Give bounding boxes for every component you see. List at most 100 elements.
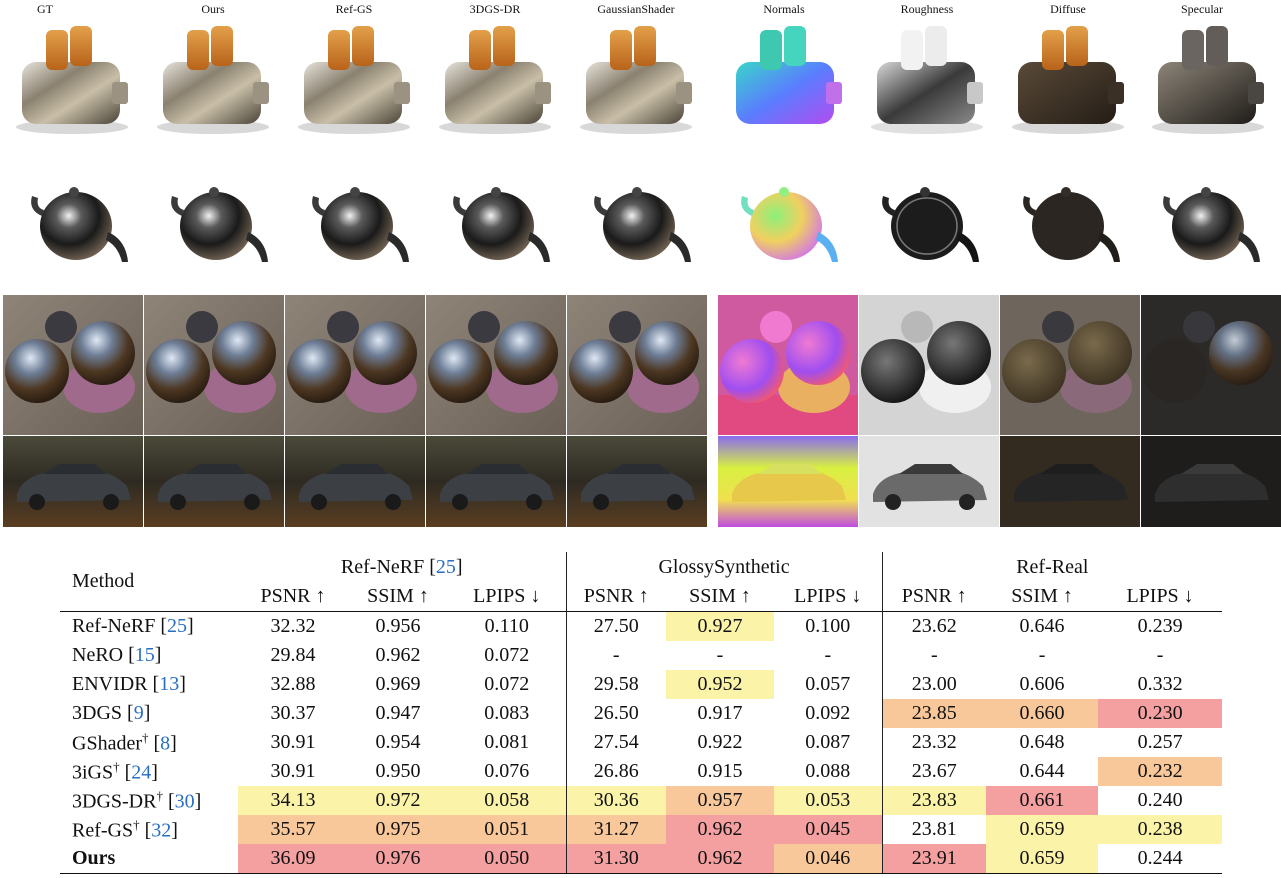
teapot-normals-image: [738, 180, 843, 270]
metric-value: 30.91: [270, 760, 316, 782]
teapot-ref-gs-image: [309, 180, 414, 270]
col-label-normals: Normals: [763, 2, 805, 16]
sedan-normals-image: [718, 436, 858, 527]
table-row: 3DGS-DR† [30] 34.13 0.972 0.058 30.36 0.957 0.…: [60, 786, 1222, 815]
table-row: 3DGS [9] 30.37 0.947 0.083 26.50 0.917 0.092 23…: [60, 699, 1223, 728]
metric-header: LPIPS ↓: [794, 585, 862, 607]
metric-value: 0.957: [666, 786, 775, 815]
metric-value: 0.110: [448, 611, 567, 641]
metric-value: 35.57: [238, 815, 348, 844]
metric-value: 0.230: [1098, 699, 1223, 728]
metric-value: -: [716, 644, 724, 666]
group-ref-link[interactable]: 25: [435, 555, 456, 578]
col-label-specular: Specular: [1181, 2, 1223, 16]
citation-link[interactable]: 24: [131, 761, 152, 784]
metric-header: PSNR ↑: [260, 585, 326, 607]
metric-value: 29.84: [270, 644, 316, 666]
metric-value: 0.232: [1098, 757, 1223, 786]
metric-value: 32.32: [238, 611, 348, 641]
toaster-gt-image: [10, 22, 135, 137]
metric-value: 0.915: [697, 760, 743, 782]
toaster-3dgs-dr-image: [433, 22, 558, 137]
metric-value: 0.257: [1137, 731, 1183, 753]
results-body: Ref-NeRF [25] 32.32 0.956 0.110 27.50 0.927 0.…: [60, 611, 1223, 874]
metric-value: 0.057: [805, 673, 851, 695]
metric-value: 27.54: [565, 728, 667, 757]
metric-value: 23.81: [881, 815, 987, 844]
metric-value: 32.88: [270, 673, 316, 695]
method-name: Ref-GS† [32]: [72, 816, 178, 842]
method-name: 3iGS† [24]: [72, 758, 158, 784]
metric-value: 23.85: [881, 699, 987, 728]
method-name: Ours: [60, 844, 238, 874]
metric-value: 0.238: [1098, 815, 1223, 844]
teapot-gaussianshader-image: [591, 180, 696, 270]
col-label-gaussianshader: GaussianShader: [597, 2, 675, 16]
col-label-roughness: Roughness: [900, 2, 954, 16]
metric-value: -: [1156, 644, 1164, 666]
metric-value: 0.962: [666, 815, 775, 844]
sedan-3dgs-dr-image: [426, 436, 566, 527]
results-table: Method Ref-NeRF [25] GlossySynthetic Ref…: [60, 552, 1223, 874]
spheres-specular-image: [1141, 295, 1281, 435]
metric-value: 0.332: [1137, 673, 1183, 695]
citation-link[interactable]: 32: [151, 819, 172, 842]
citation-link[interactable]: 30: [174, 790, 195, 813]
teapot-3dgs-dr-image: [450, 180, 555, 270]
citation-link[interactable]: 25: [167, 615, 187, 637]
metric-value: 31.30: [565, 844, 667, 874]
teapot-roughness-image: [879, 180, 984, 270]
spheres-gt-image: [3, 295, 143, 435]
metric-value: 0.076: [484, 760, 530, 782]
toaster-specular-image: [1146, 22, 1271, 137]
metric-value: 0.050: [448, 844, 567, 874]
metric-value: 0.962: [666, 844, 775, 874]
citation-link[interactable]: 8: [160, 732, 171, 755]
metric-value: 0.648: [1019, 731, 1065, 753]
spheres-roughness-image: [859, 295, 999, 435]
metric-header: PSNR ↑: [565, 582, 667, 612]
method-name: 3DGS-DR† [30]: [72, 787, 202, 813]
metric-value: 30.36: [565, 786, 667, 815]
teapot-ours-image: [168, 180, 273, 270]
citation-link[interactable]: 15: [134, 644, 155, 666]
spheres-diffuse-image: [1000, 295, 1140, 435]
metric-value: 27.50: [565, 611, 667, 641]
metric-value: 0.952: [666, 670, 775, 699]
metric-value: 0.072: [484, 644, 530, 666]
metric-value: 0.956: [348, 611, 448, 641]
col-label-ref-gs: Ref-GS: [335, 2, 373, 16]
toaster-normals-image: [724, 22, 849, 137]
metric-value: 23.67: [881, 757, 987, 786]
table-row: ENVIDR [13] 32.88 0.969 0.072 29.58 0.952 0.05…: [60, 670, 1222, 699]
metric-value: 26.50: [565, 699, 667, 728]
metric-value: 23.32: [881, 728, 987, 757]
metric-value: 0.244: [1098, 844, 1223, 874]
toaster-diffuse-image: [1006, 22, 1131, 137]
table-row: Ref-GS† [32] 35.57 0.975 0.051 31.27 0.962 0.0…: [60, 815, 1223, 844]
metric-value: 0.975: [348, 815, 448, 844]
metric-value: 0.046: [774, 844, 883, 874]
metric-value: 0.606: [1019, 673, 1065, 695]
toaster-ours-image: [151, 22, 276, 137]
metric-value: 0.100: [774, 611, 883, 641]
metric-value: 31.27: [565, 815, 667, 844]
spheres-3dgs-dr-image: [426, 295, 566, 435]
metric-value: 0.947: [375, 702, 421, 724]
metric-header: SSIM ↑: [1011, 585, 1073, 607]
citation-link[interactable]: 9: [133, 702, 144, 724]
teapot-specular-image: [1160, 180, 1265, 270]
metric-header-row: PSNR ↑ SSIM ↑ LPIPS ↓ PSNR ↑ SSIM ↑ LPIPS ↓ PS…: [60, 582, 1222, 612]
citation-link[interactable]: 13: [159, 673, 180, 695]
spheres-normals-image: [718, 295, 858, 435]
method-name: 3DGS [9]: [72, 702, 151, 724]
metric-value: 23.00: [881, 670, 987, 699]
table-row: 3iGS† [24] 30.91 0.950 0.076 26.86 0.915 0.088…: [60, 757, 1223, 786]
metric-value: 34.13: [238, 786, 348, 815]
col-label-ours: Ours: [201, 2, 225, 16]
sedan-specular-image: [1141, 436, 1281, 527]
toaster-ref-gs-image: [292, 22, 417, 137]
toaster-roughness-image: [865, 22, 990, 137]
sedan-roughness-image: [859, 436, 999, 527]
col-label-3dgs-dr: 3DGS-DR: [469, 2, 521, 16]
